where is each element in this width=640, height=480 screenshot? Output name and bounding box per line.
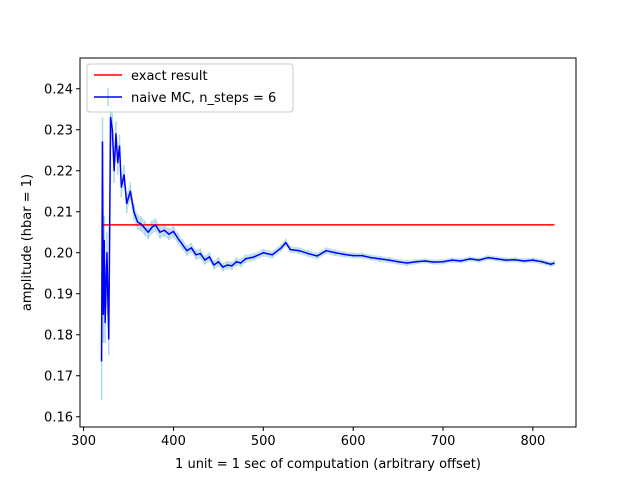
y-tick-label: 0.17	[44, 369, 73, 384]
series-line-mc	[100, 116, 555, 362]
legend-entry-exact: exact result	[131, 69, 208, 84]
y-tick-label: 0.18	[44, 328, 73, 343]
legend-box	[86, 63, 294, 113]
y-axis-label: amplitude (hbar = 1)	[20, 174, 35, 311]
plot-area	[79, 57, 577, 428]
y-tick-label: 0.22	[44, 164, 73, 179]
x-axis-ticks: 300 400 500 600 700 800	[71, 427, 545, 449]
x-tick-label: 800	[520, 434, 545, 449]
x-tick-label: 700	[431, 434, 456, 449]
y-tick-label: 0.19	[44, 287, 73, 302]
legend: exact result naive MC, n_steps = 6	[86, 63, 294, 113]
x-tick-label: 400	[161, 434, 186, 449]
y-tick-label: 0.16	[44, 410, 73, 425]
y-axis-ticks: 0.16 0.17 0.18 0.19 0.20 0.21 0.22 0.23 0.24	[44, 82, 80, 425]
axes-background	[80, 58, 576, 427]
y-tick-label: 0.23	[44, 123, 73, 138]
series-lines	[100, 116, 555, 362]
axes-frame	[79, 57, 577, 428]
x-axis-label: 1 unit = 1 sec of computation (arbitrary…	[175, 457, 481, 472]
legend-entry-mc: naive MC, n_steps = 6	[131, 91, 276, 106]
x-tick-label: 300	[71, 434, 96, 449]
y-tick-label: 0.20	[44, 246, 73, 261]
x-tick-label: 600	[341, 434, 366, 449]
y-tick-label: 0.21	[44, 205, 73, 220]
y-tick-label: 0.24	[44, 82, 73, 97]
x-tick-label: 500	[251, 434, 276, 449]
